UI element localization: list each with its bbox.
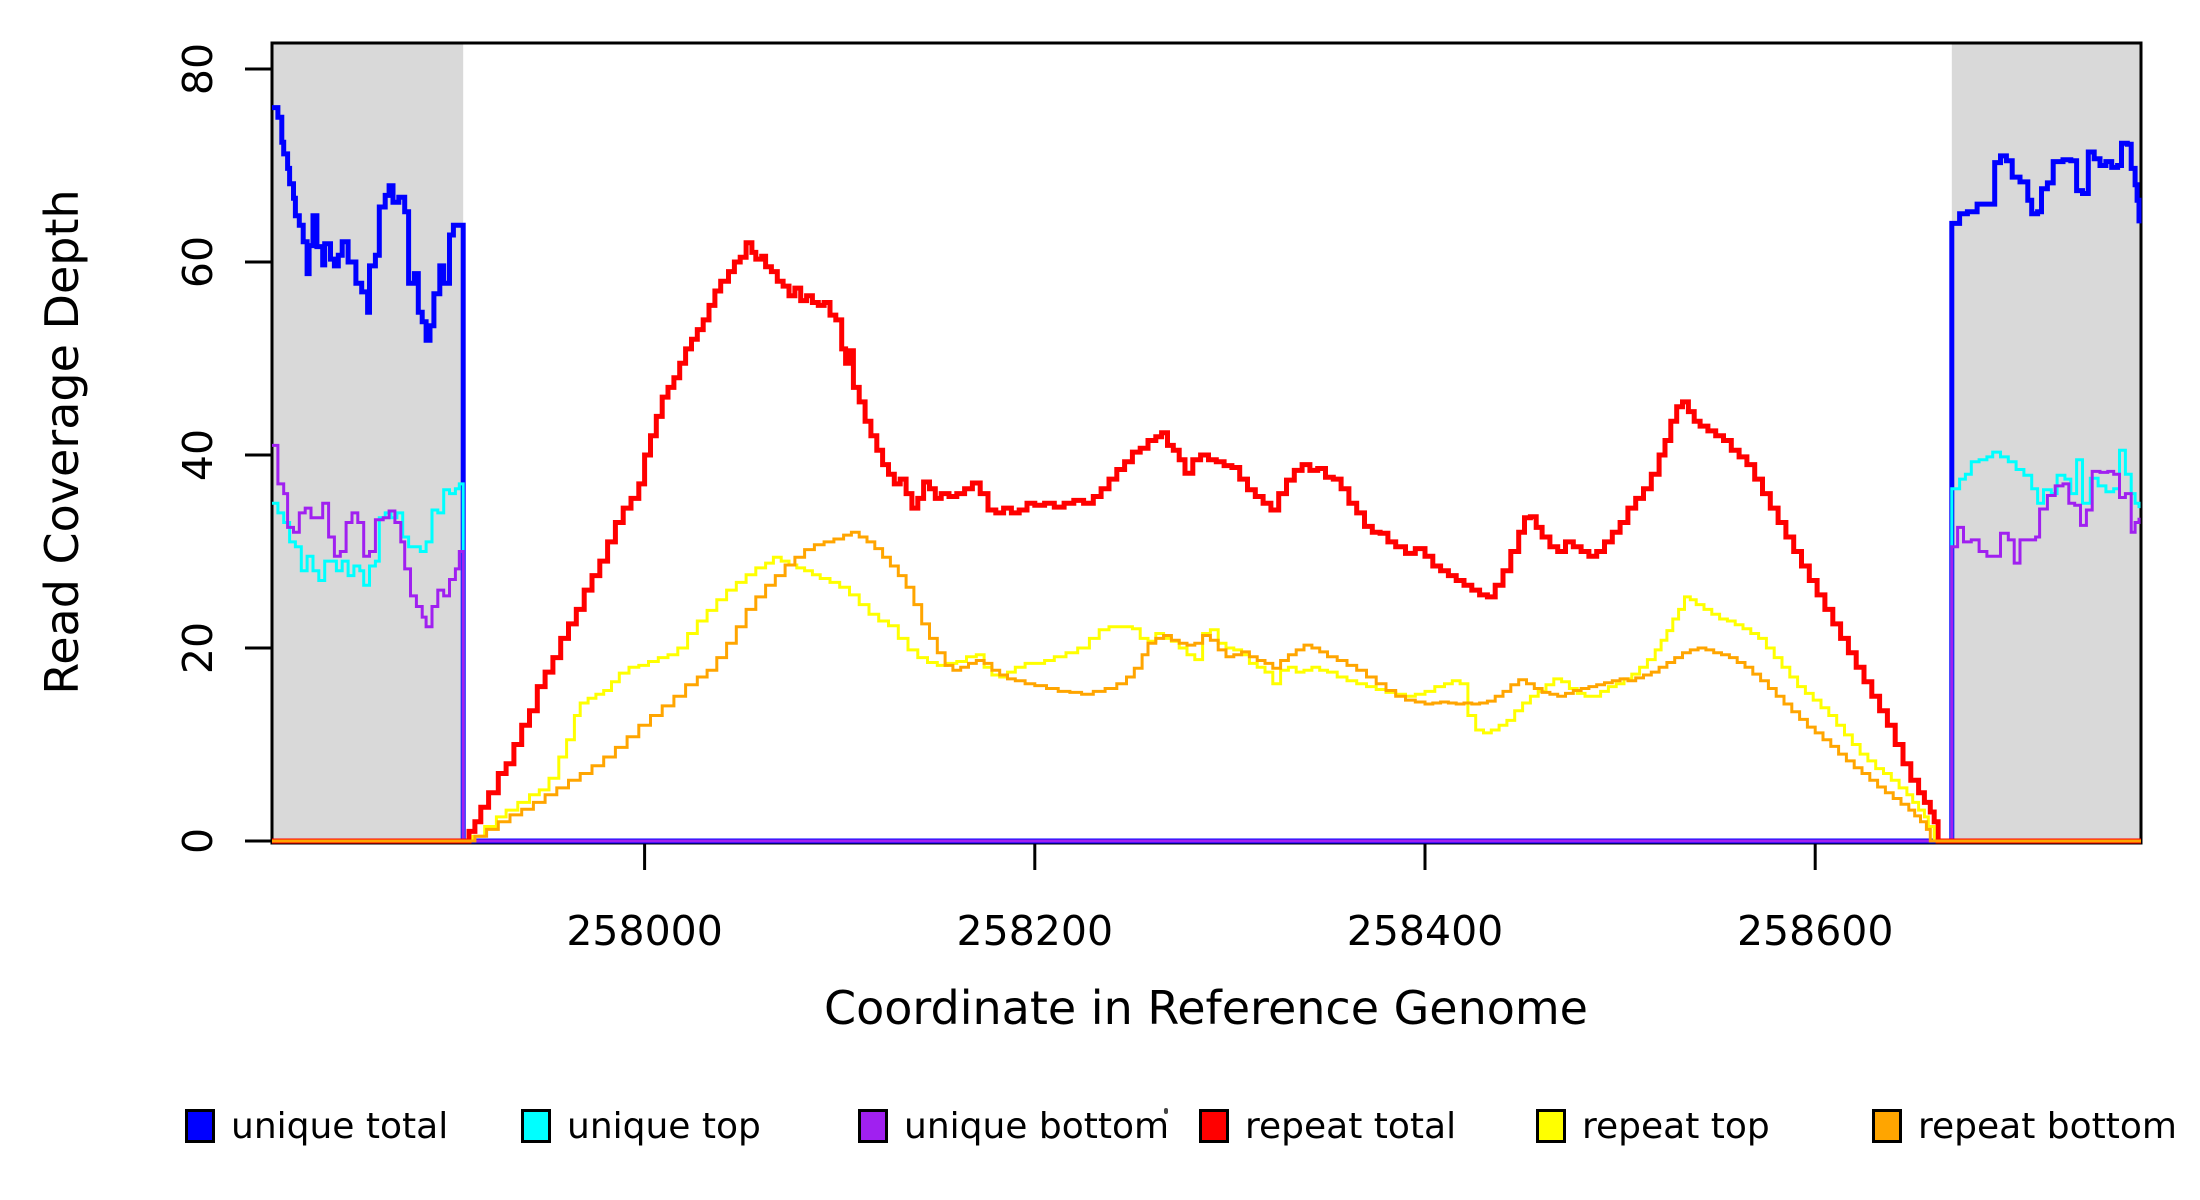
unique-top-swatch-icon <box>521 1109 551 1143</box>
legend-item-repeat-total: repeat total <box>1199 1104 1456 1148</box>
legend-label: unique bottom <box>904 1105 1170 1147</box>
y-tick-label: 60 <box>174 236 222 288</box>
chart-legend: unique total unique top unique bottom re… <box>0 1104 2200 1152</box>
x-tick-label: 258600 <box>1737 907 1894 955</box>
legend-item-repeat-bottom: repeat bottom <box>1872 1104 2177 1148</box>
x-axis-title: Coordinate in Reference Genome <box>824 981 1588 1035</box>
repeat-bottom-swatch-icon <box>1872 1109 1902 1143</box>
legend-item-unique-top: unique top <box>521 1104 761 1148</box>
legend-item-unique-bottom: unique bottom <box>858 1104 1169 1148</box>
series-unique-total <box>272 105 2142 844</box>
shaded-region <box>272 43 464 843</box>
series-unique-bottom <box>272 443 2141 843</box>
legend-label: repeat bottom <box>1918 1105 2177 1147</box>
series-unique-top <box>272 448 2141 843</box>
plot-box <box>270 41 2143 845</box>
legend-label: repeat total <box>1245 1105 1457 1147</box>
series-group <box>272 105 2142 844</box>
legend-label: unique total <box>231 1105 449 1147</box>
repeat-top-swatch-icon <box>1536 1109 1566 1143</box>
y-tick-label: 20 <box>174 622 222 674</box>
stray-mark <box>1164 1108 1168 1114</box>
legend-item-repeat-top: repeat top <box>1536 1104 1770 1148</box>
x-tick-label: 258400 <box>1347 907 1504 955</box>
x-tick-label: 258200 <box>957 907 1114 955</box>
unique-total-swatch-icon <box>185 1109 215 1143</box>
unique-bottom-swatch-icon <box>858 1109 888 1143</box>
legend-label: unique top <box>567 1105 761 1147</box>
legend-item-unique-total: unique total <box>185 1104 448 1148</box>
legend-label: repeat top <box>1582 1105 1770 1147</box>
y-tick-label: 40 <box>174 429 222 481</box>
x-tick-label: 258000 <box>566 907 723 955</box>
y-tick-label: 80 <box>174 43 222 95</box>
y-tick-label: 0 <box>174 828 222 854</box>
series-repeat-total <box>272 240 2141 844</box>
repeat-total-swatch-icon <box>1199 1109 1229 1143</box>
series-repeat-top <box>272 555 2141 843</box>
shaded-region <box>1951 43 2141 843</box>
series-repeat-bottom <box>272 530 2141 843</box>
y-axis-title: Read Coverage Depth <box>35 189 89 695</box>
